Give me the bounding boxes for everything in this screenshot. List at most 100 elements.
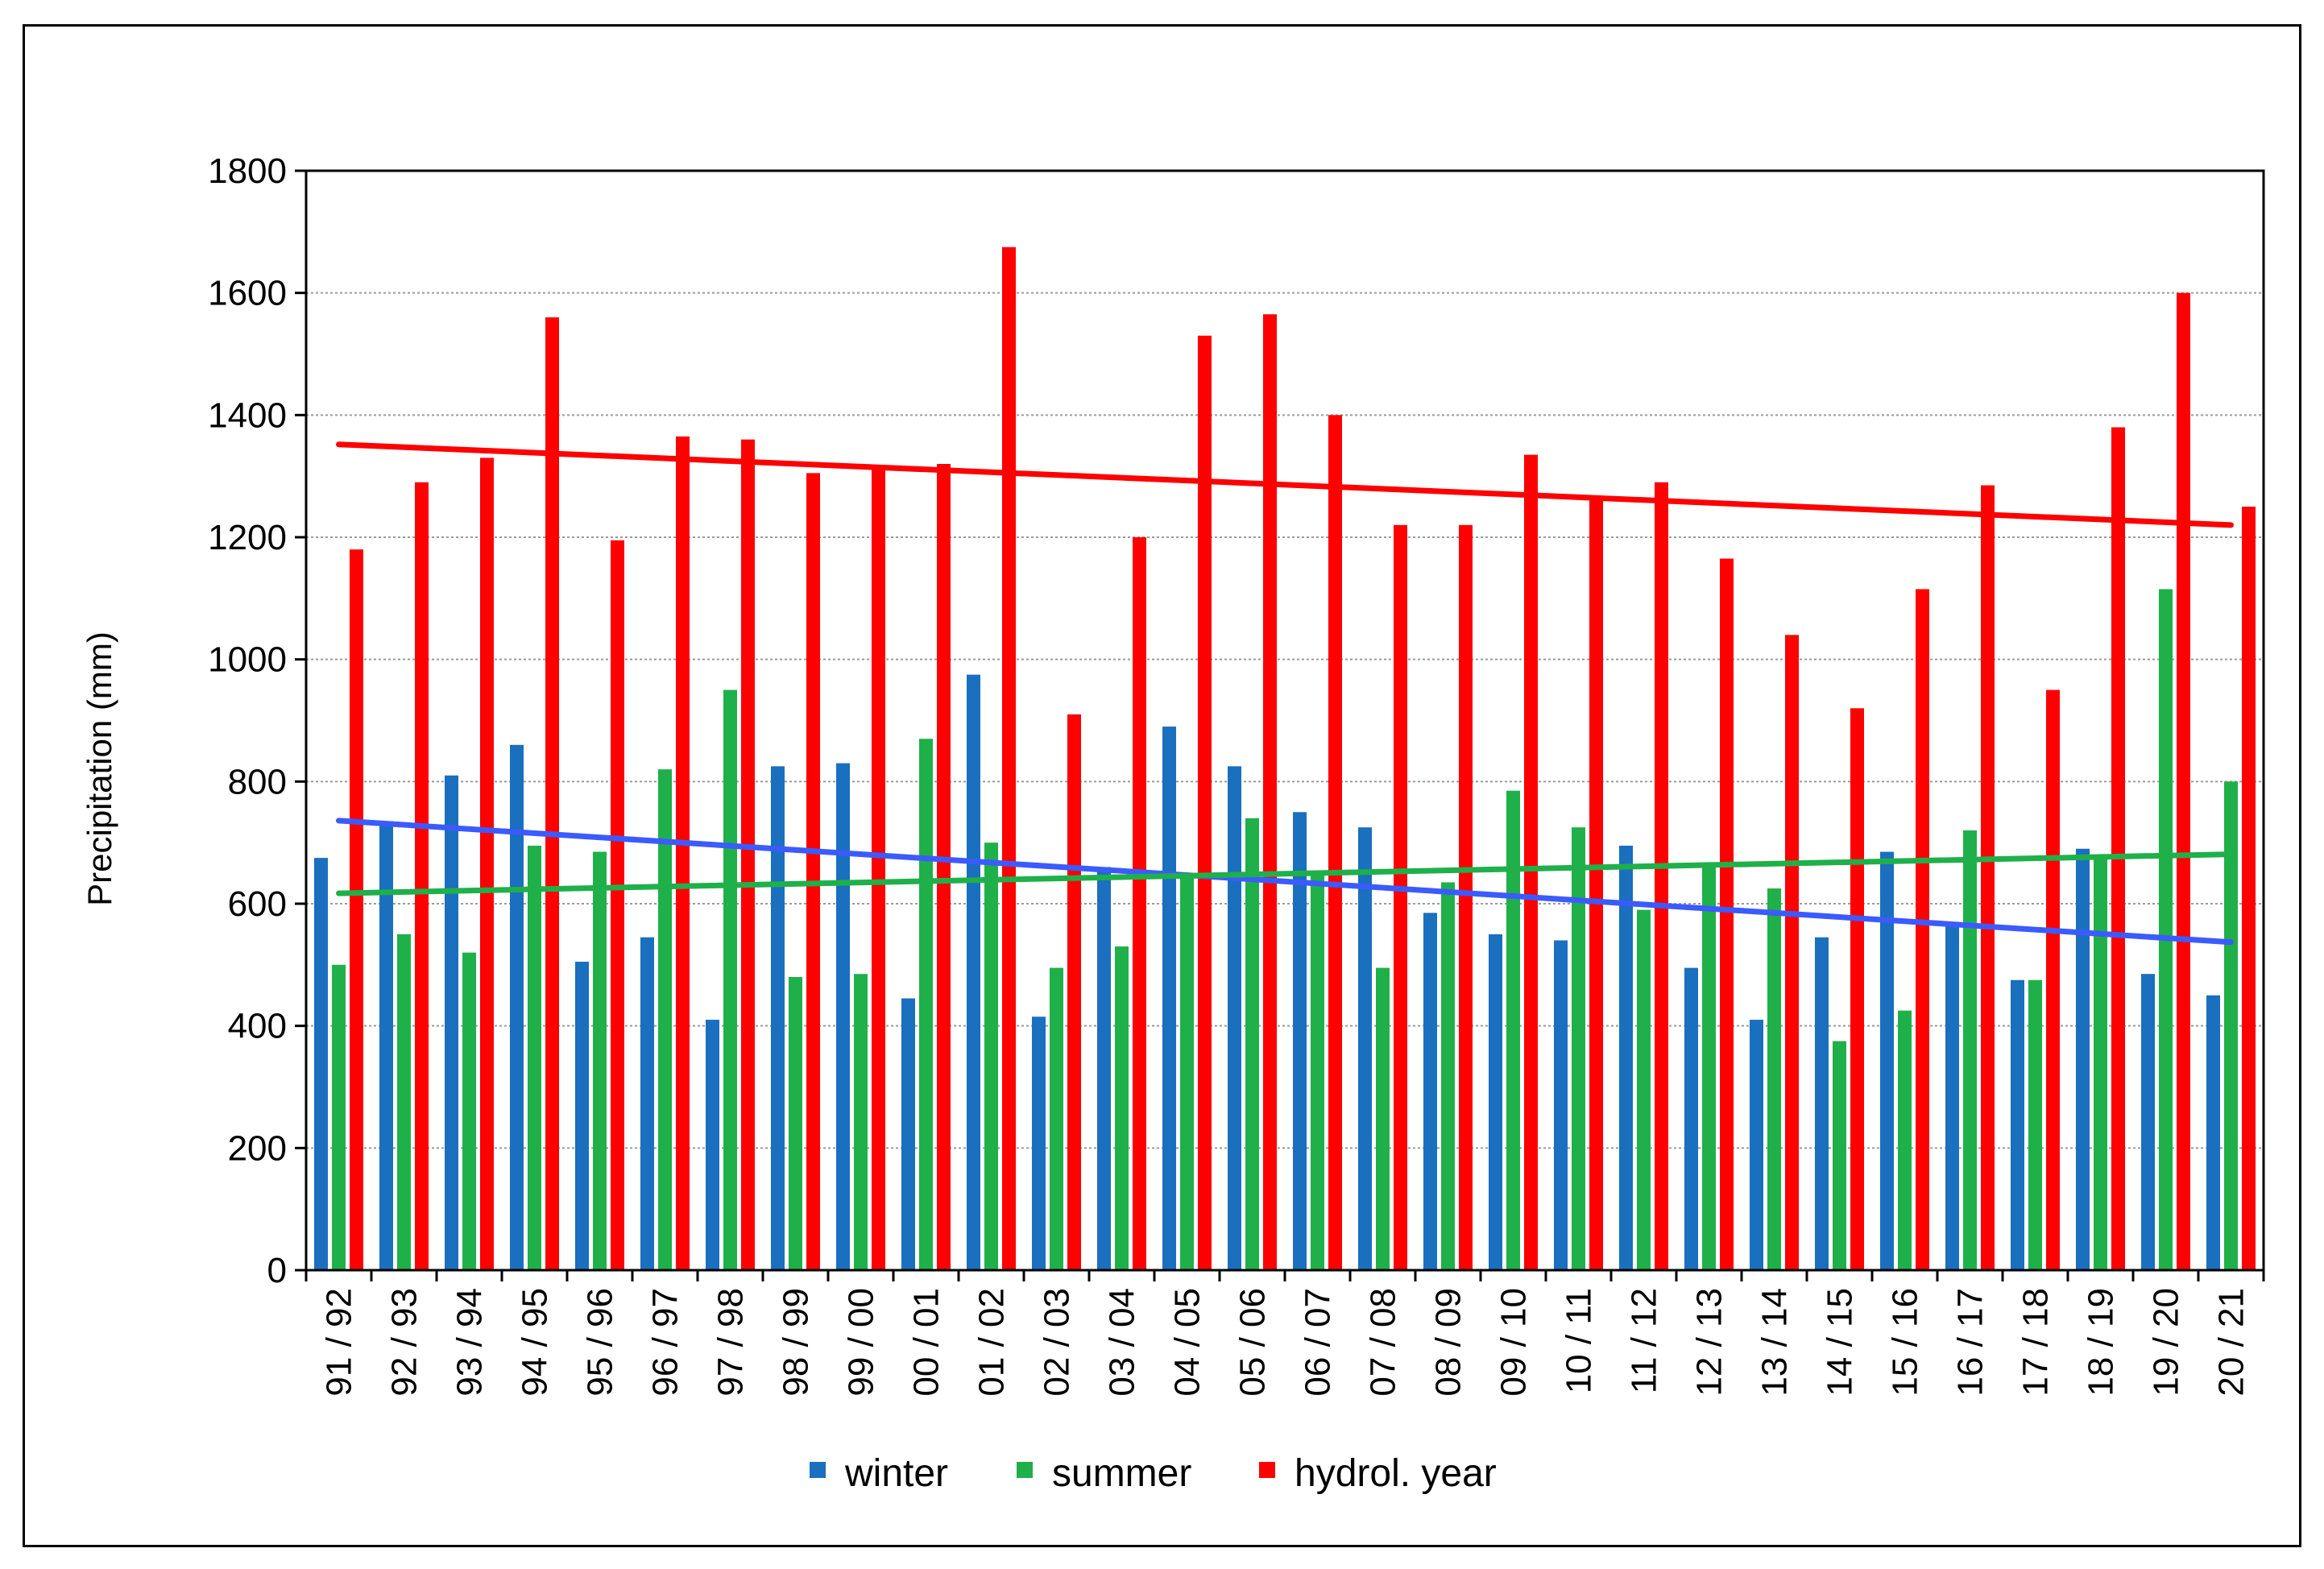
bar-hydrol-year [676, 436, 690, 1270]
x-tick-label: 02 / 03 [1038, 1288, 1077, 1397]
bar-hydrol-year [611, 540, 624, 1270]
legend-label: winter [844, 1452, 948, 1495]
bar-hydrol-year [872, 466, 885, 1270]
bar-summer [1245, 818, 1259, 1270]
x-tick-label: 93 / 94 [450, 1288, 490, 1397]
bar-winter [1619, 845, 1633, 1270]
bar-hydrol-year [937, 464, 951, 1270]
bar-summer [723, 689, 737, 1270]
bar-winter [2206, 995, 2220, 1270]
bar-winter [1750, 1020, 1763, 1270]
bar-winter [1554, 940, 1568, 1270]
bar-hydrol-year [2242, 507, 2256, 1270]
bar-winter [1423, 913, 1437, 1270]
bar-hydrol-year [1524, 454, 1538, 1270]
y-tick-label: 1200 [208, 518, 287, 557]
bar-hydrol-year [1394, 524, 1407, 1270]
x-tick-label: 99 / 00 [842, 1288, 881, 1397]
bar-summer [1898, 1010, 1912, 1270]
bar-summer [2224, 781, 2238, 1270]
bar-winter [2141, 974, 2155, 1270]
bar-winter [314, 858, 328, 1270]
y-tick-label: 1000 [208, 640, 287, 680]
x-tick-label: 17 / 18 [2016, 1288, 2056, 1397]
bar-winter [1880, 851, 1894, 1270]
y-tick-label: 800 [228, 762, 287, 801]
bar-hydrol-year [1002, 246, 1016, 1271]
bar-summer [1637, 909, 1651, 1270]
bar-winter [1097, 867, 1111, 1270]
bar-summer [2159, 589, 2173, 1270]
bar-summer [984, 842, 998, 1270]
bar-hydrol-year [741, 439, 755, 1270]
bar-hydrol-year [2177, 292, 2190, 1271]
x-tick-label: 19 / 20 [2147, 1288, 2186, 1397]
bar-summer [1311, 873, 1324, 1270]
bar-winter [510, 744, 524, 1270]
x-tick-label: 92 / 93 [385, 1288, 425, 1397]
x-tick-label: 97 / 98 [711, 1288, 751, 1397]
bar-summer [1115, 946, 1129, 1270]
gridlines [306, 292, 2264, 1149]
legend: winter summer hydrol. year [810, 1452, 1497, 1495]
x-tick-label: 07 / 08 [1364, 1288, 1403, 1397]
bar-winter [379, 821, 393, 1270]
x-tick-label: 91 / 92 [320, 1288, 359, 1397]
y-tick-label: 0 [267, 1251, 287, 1290]
bar-summer [854, 974, 868, 1270]
y-tick-label: 1600 [208, 274, 287, 313]
bar-winter [771, 766, 785, 1270]
bar-winter [901, 998, 915, 1270]
y-tick-label: 400 [228, 1007, 287, 1046]
bar-winter [1489, 934, 1502, 1270]
bar-summer [1767, 888, 1781, 1270]
y-tick-label: 600 [228, 884, 287, 924]
y-axis-title: Precipitation (mm) [81, 631, 118, 906]
bar-hydrol-year [1850, 708, 1864, 1270]
bar-hydrol-year [1981, 485, 1995, 1270]
bar-hydrol-year [1655, 482, 1668, 1270]
bar-hydrol-year [2111, 427, 2125, 1270]
bar-summer [332, 964, 346, 1270]
bar-hydrol-year [806, 473, 820, 1270]
x-tick-label: 14 / 15 [1821, 1288, 1860, 1397]
bar-summer [2028, 979, 2042, 1270]
bar-winter [1684, 967, 1698, 1270]
trendline-winter [336, 818, 2234, 946]
legend-swatch [1017, 1462, 1033, 1478]
x-tick-label: 03 / 04 [1103, 1288, 1142, 1397]
trendlines [336, 441, 2234, 946]
x-tick-label: 12 / 13 [1690, 1288, 1730, 1397]
bar-winter [1228, 766, 1241, 1270]
trendline-summer [336, 851, 2234, 896]
y-tick-label: 200 [228, 1128, 287, 1168]
bar-hydrol-year [1785, 635, 1799, 1270]
bar-hydrol-year [1589, 497, 1603, 1270]
bar-hydrol-year [1067, 714, 1081, 1270]
legend-label: hydrol. year [1295, 1452, 1497, 1495]
y-tick-label: 1800 [208, 151, 287, 191]
bar-winter [640, 937, 654, 1270]
bar-winter [445, 775, 458, 1270]
bar-hydrol-year [480, 457, 494, 1270]
chart-frame [23, 24, 2301, 1547]
x-tick-label: 09 / 10 [1494, 1288, 1534, 1397]
bar-winter [2076, 848, 2090, 1270]
bar-summer [1833, 1041, 1846, 1270]
x-tick-label: 16 / 17 [1951, 1288, 1991, 1397]
bars [314, 246, 2256, 1271]
bar-winter [1815, 937, 1829, 1270]
legend-swatch [1259, 1462, 1275, 1478]
bar-hydrol-year [1263, 314, 1277, 1270]
bar-summer [1702, 863, 1716, 1270]
bar-winter [967, 674, 980, 1270]
bar-summer [1180, 873, 1194, 1270]
bar-hydrol-year [1198, 335, 1212, 1270]
bar-summer [528, 845, 541, 1270]
x-tick-label: 05 / 06 [1233, 1288, 1273, 1397]
bar-summer [1506, 790, 1520, 1270]
x-tick-label: 08 / 09 [1429, 1288, 1469, 1397]
bar-winter [706, 1020, 719, 1270]
bar-summer [1572, 827, 1585, 1270]
x-tick-label: 94 / 95 [516, 1288, 555, 1397]
